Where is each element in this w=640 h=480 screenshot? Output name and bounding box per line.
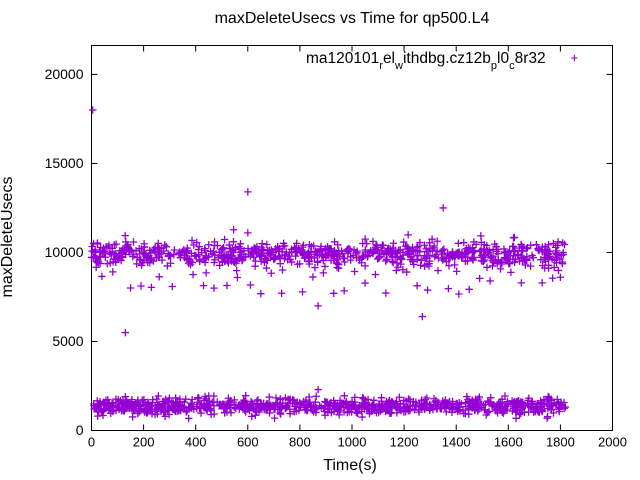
svg-text:1800: 1800 [546, 435, 575, 450]
svg-text:1600: 1600 [494, 435, 523, 450]
svg-text:10000: 10000 [45, 244, 84, 260]
svg-text:15000: 15000 [45, 155, 84, 171]
svg-text:maxDeleteUsecs vs Time for qp5: maxDeleteUsecs vs Time for qp500.L4 [215, 10, 490, 27]
svg-text:1200: 1200 [390, 435, 419, 450]
svg-text:0: 0 [88, 435, 95, 450]
svg-text:400: 400 [185, 435, 207, 450]
svg-text:2000: 2000 [598, 435, 627, 450]
svg-text:5000: 5000 [52, 333, 83, 349]
svg-text:1000: 1000 [338, 435, 367, 450]
svg-text:20000: 20000 [45, 66, 84, 82]
svg-text:200: 200 [133, 435, 155, 450]
svg-text:0: 0 [76, 422, 84, 438]
svg-text:600: 600 [237, 435, 259, 450]
svg-text:ma120101relwithdbg.cz12bpl0c8r: ma120101relwithdbg.cz12bpl0c8r32 [306, 50, 546, 72]
svg-text:maxDeleteUsecs: maxDeleteUsecs [0, 177, 16, 298]
svg-text:1400: 1400 [442, 435, 471, 450]
svg-text:800: 800 [289, 435, 311, 450]
svg-text:Time(s): Time(s) [323, 457, 377, 474]
